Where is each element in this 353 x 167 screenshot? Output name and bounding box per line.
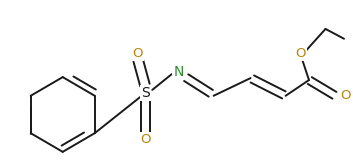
Text: O: O (295, 47, 305, 60)
Text: O: O (140, 133, 151, 146)
Text: O: O (132, 47, 143, 60)
Text: N: N (173, 65, 184, 79)
Text: S: S (141, 86, 150, 100)
Text: O: O (340, 89, 351, 102)
